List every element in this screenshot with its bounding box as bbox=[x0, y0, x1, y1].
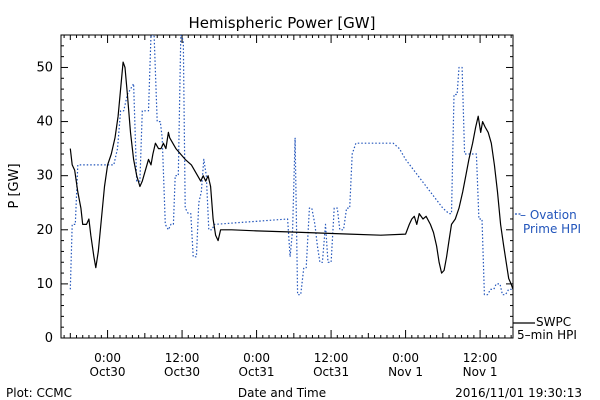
x-tick-labels: 0:00Oct3012:00Oct300:00Oct3112:00Oct310:… bbox=[90, 351, 498, 379]
x-tick-time-label: 0:00 bbox=[392, 351, 419, 365]
x-tick-date-label: Oct31 bbox=[239, 365, 275, 379]
x-tick-time-label: 12:00 bbox=[463, 351, 498, 365]
x-tick-date-label: Oct30 bbox=[90, 365, 126, 379]
series-layer bbox=[69, 35, 535, 324]
y-tick-label: 40 bbox=[36, 115, 53, 130]
y-tick-labels: 0 10 20 30 40 50 bbox=[36, 60, 53, 346]
series-swpc-line bbox=[69, 61, 513, 290]
plot-frame bbox=[60, 34, 514, 339]
x-tick-date-label: Nov 1 bbox=[463, 365, 498, 379]
legend-swpc-line2: 5–min HPI bbox=[517, 328, 577, 342]
y-axis-label: P [GW] bbox=[7, 163, 22, 208]
legend-ovation-line2: Prime HPI bbox=[523, 222, 581, 236]
y-tick-label: 20 bbox=[36, 223, 53, 238]
axis-ticks bbox=[61, 34, 513, 339]
x-tick-time-label: 12:00 bbox=[165, 351, 200, 365]
x-tick-time-label: 12:00 bbox=[314, 351, 349, 365]
y-tick-label: 10 bbox=[36, 277, 53, 292]
x-tick-date-label: Oct30 bbox=[164, 365, 200, 379]
legend-ovation-line1: – Ovation bbox=[520, 208, 577, 222]
plot-border bbox=[60, 34, 514, 339]
legend-swpc-line1: SWPC bbox=[536, 315, 571, 329]
x-tick-date-label: Oct31 bbox=[313, 365, 349, 379]
chart-title: Hemispheric Power [GW] bbox=[189, 14, 376, 32]
y-tick-label: 50 bbox=[36, 60, 53, 75]
x-tick-time-label: 0:00 bbox=[94, 351, 121, 365]
footer-plot-credit: Plot: CCMC bbox=[6, 386, 72, 400]
x-tick-time-label: 0:00 bbox=[243, 351, 270, 365]
series-ovation-line bbox=[69, 35, 513, 296]
y-tick-label: 30 bbox=[36, 169, 53, 184]
footer-timestamp: 2016/11/01 19:30:13 bbox=[455, 386, 582, 400]
y-tick-label: 0 bbox=[45, 331, 53, 346]
x-axis-label: Date and Time bbox=[238, 386, 326, 400]
x-tick-date-label: Nov 1 bbox=[388, 365, 423, 379]
